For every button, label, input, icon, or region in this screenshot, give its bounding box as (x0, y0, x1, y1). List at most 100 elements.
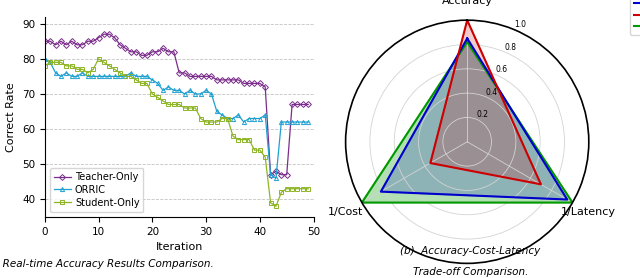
ORRIC (305, 120, 312, 124)
Teacher-Only (63, 43, 70, 46)
Student-Only (68, 64, 76, 68)
Teacher-Only (148, 50, 156, 53)
ORRIC (245, 117, 253, 120)
Teacher-Only (68, 39, 76, 43)
Teacher-Only (213, 78, 221, 81)
Teacher-Only (202, 75, 210, 78)
ORRIC (106, 75, 113, 78)
ORRIC (251, 117, 259, 120)
Y-axis label: Correct Rate: Correct Rate (6, 82, 17, 152)
Teacher-Only (138, 54, 145, 57)
ORRIC (240, 120, 248, 124)
Teacher-Only (224, 78, 232, 81)
Teacher-Only (229, 78, 237, 81)
Line: ORRIC: ORRIC (43, 57, 310, 180)
Student-Only (251, 148, 259, 152)
ORRIC (197, 92, 205, 96)
Student-Only (234, 138, 242, 141)
Student-Only (111, 68, 118, 71)
ORRIC (288, 120, 296, 124)
Teacher-Only (267, 173, 275, 176)
Polygon shape (430, 20, 541, 184)
Teacher-Only (106, 33, 113, 36)
Student-Only (84, 71, 92, 75)
ORRIC (159, 89, 167, 92)
Teacher-Only (73, 43, 81, 46)
ORRIC (234, 113, 242, 117)
Student-Only (283, 187, 291, 190)
ORRIC (138, 75, 145, 78)
Teacher-Only (100, 33, 108, 36)
Teacher-Only (122, 47, 129, 50)
Student-Only (218, 117, 226, 120)
Student-Only (90, 68, 97, 71)
Student-Only (305, 187, 312, 190)
Teacher-Only (251, 82, 259, 85)
ORRIC (100, 75, 108, 78)
Teacher-Only (240, 82, 248, 85)
Line: Student-Only: Student-Only (43, 57, 310, 208)
Teacher-Only (132, 50, 140, 53)
ORRIC (73, 75, 81, 78)
Teacher-Only (191, 75, 199, 78)
ORRIC (261, 113, 269, 117)
Student-Only (224, 117, 232, 120)
Text: Trade-off Comparison.: Trade-off Comparison. (413, 267, 528, 277)
Student-Only (229, 134, 237, 138)
ORRIC (224, 117, 232, 120)
Student-Only (175, 103, 183, 106)
Teacher-Only (299, 103, 307, 106)
Student-Only (294, 187, 301, 190)
ORRIC (202, 89, 210, 92)
ORRIC (63, 71, 70, 75)
Teacher-Only (159, 47, 167, 50)
Teacher-Only (84, 39, 92, 43)
Student-Only (288, 187, 296, 190)
Student-Only (122, 75, 129, 78)
Student-Only (170, 103, 178, 106)
ORRIC (41, 57, 49, 61)
Student-Only (138, 82, 145, 85)
Student-Only (272, 205, 280, 208)
Student-Only (46, 61, 54, 64)
ORRIC (294, 120, 301, 124)
Teacher-Only (41, 39, 49, 43)
ORRIC (256, 117, 264, 120)
ORRIC (186, 89, 194, 92)
ORRIC (191, 92, 199, 96)
Teacher-Only (197, 75, 205, 78)
Teacher-Only (186, 75, 194, 78)
Teacher-Only (111, 36, 118, 39)
Teacher-Only (288, 103, 296, 106)
ORRIC (127, 71, 134, 75)
ORRIC (57, 75, 65, 78)
Polygon shape (362, 42, 573, 203)
Teacher-Only (79, 43, 86, 46)
Teacher-Only (143, 54, 151, 57)
Student-Only (245, 138, 253, 141)
Student-Only (186, 106, 194, 110)
ORRIC (175, 89, 183, 92)
Student-Only (202, 120, 210, 124)
Student-Only (278, 191, 285, 194)
Teacher-Only (234, 78, 242, 81)
Teacher-Only (57, 39, 65, 43)
Student-Only (106, 64, 113, 68)
Text: (a) Real-time Accuracy Results Comparison.: (a) Real-time Accuracy Results Compariso… (0, 259, 214, 269)
Student-Only (159, 99, 167, 103)
Teacher-Only (180, 71, 188, 75)
ORRIC (111, 75, 118, 78)
Teacher-Only (305, 103, 312, 106)
ORRIC (170, 89, 178, 92)
Teacher-Only (154, 50, 161, 53)
Teacher-Only (218, 78, 226, 81)
Student-Only (95, 57, 102, 61)
ORRIC (148, 78, 156, 81)
Student-Only (57, 61, 65, 64)
ORRIC (164, 85, 172, 89)
Student-Only (143, 82, 151, 85)
Teacher-Only (245, 82, 253, 85)
ORRIC (278, 120, 285, 124)
X-axis label: Iteration: Iteration (156, 242, 203, 252)
Teacher-Only (46, 39, 54, 43)
